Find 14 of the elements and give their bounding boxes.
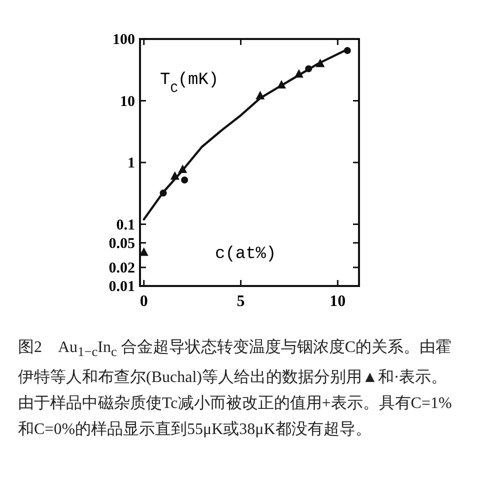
x-axis-title: c(at%)	[215, 245, 276, 264]
y-axis-title: T$_{C}$(mK)	[160, 71, 219, 96]
point	[181, 176, 188, 184]
y-tick-label: 0.05	[108, 236, 135, 252]
x-tick-label: 5	[236, 293, 245, 310]
y-tick-label: 1	[128, 156, 135, 172]
x-tick-label: 10	[330, 293, 346, 310]
y-tick-label: 0.01	[108, 279, 135, 295]
caption: 图2 Au$_{1−c}$In$_{c}$ 合金超导状态转变温度与铟浓度C的关系。由霍伊特等人和布查尔(Buchal)等人给出的数据分别用▲和·表示。由于样品中磁杂质使Tc减小而被改正的值用+表示。具有C=1%和C=0%的样品显示直到55μK或38μK都没有超导。	[18, 338, 453, 440]
y-tick-label: 0.02	[108, 260, 135, 276]
x-tick-label: 0	[140, 293, 148, 310]
y-tick-label: 0.1	[116, 217, 135, 234]
y-tick-label: 10	[120, 94, 135, 110]
y-tick-label: 100	[112, 32, 135, 48]
